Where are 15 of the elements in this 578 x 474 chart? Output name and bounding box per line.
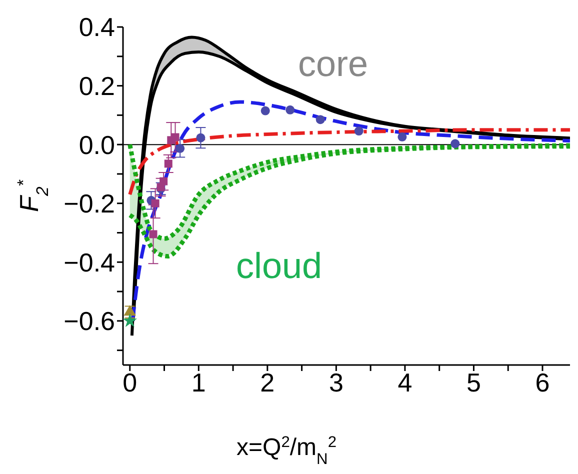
y-tick-label: −0.4 [64,247,115,278]
y-tick-label: −0.2 [64,188,115,219]
x-tick-label: 1 [191,367,206,398]
x-tick-label: 4 [398,367,412,398]
x-tick-label: 5 [466,367,481,398]
y-tick-label: 0.4 [78,12,115,42]
y-tick-label: 0.2 [78,71,115,102]
y-tick-label: 0.0 [78,130,115,160]
x-tick-label: 6 [535,367,550,398]
annotation: cloud [236,245,322,286]
y-tick-label: −0.6 [64,306,115,336]
x-tick-label: 0 [122,367,138,398]
x-tick-label: 2 [260,367,275,398]
x-tick-label: 3 [328,367,344,398]
annotation: core [298,43,368,84]
